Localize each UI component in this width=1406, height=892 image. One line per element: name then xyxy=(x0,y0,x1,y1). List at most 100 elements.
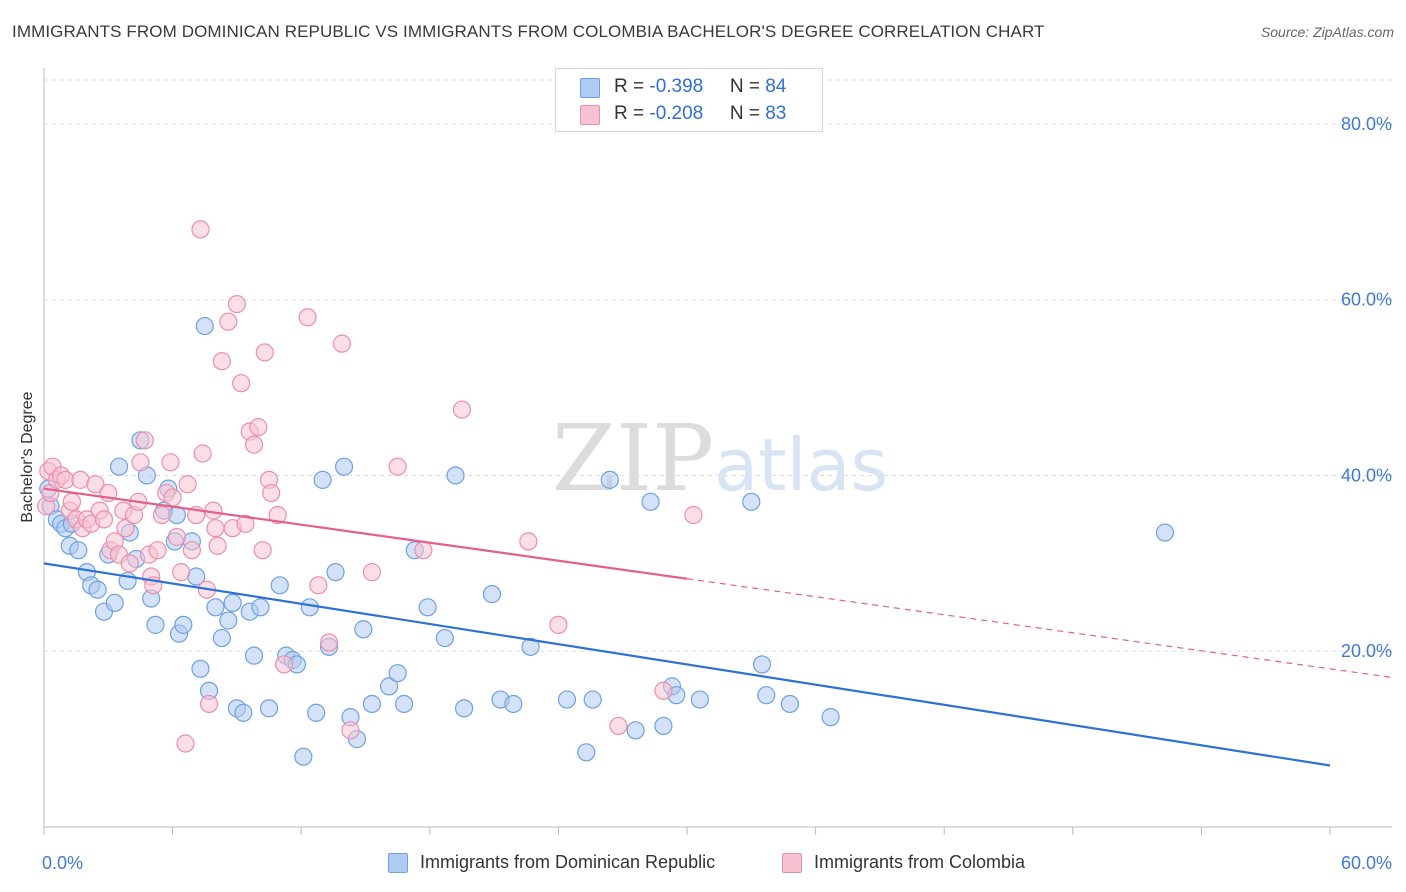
data-point-pink xyxy=(135,431,154,450)
data-point-pink xyxy=(152,505,171,525)
data-point-pink xyxy=(255,343,274,362)
data-point-blue xyxy=(313,470,332,489)
data-point-blue xyxy=(600,470,619,489)
data-point-pink xyxy=(199,694,219,714)
data-point-pink xyxy=(298,308,317,327)
data-point-blue xyxy=(88,580,107,599)
chart-title: IMMIGRANTS FROM DOMINICAN REPUBLIC VS IM… xyxy=(12,22,1045,41)
data-point-blue xyxy=(259,699,279,718)
y-tick-label: 40.0% xyxy=(1341,465,1392,485)
data-point-pink xyxy=(182,541,201,560)
data-point-blue xyxy=(109,457,129,476)
data-point-blue xyxy=(435,628,454,648)
data-point-blue xyxy=(334,457,354,476)
stats-legend: R = -0.398 N = 84 R = -0.208 N = 83 xyxy=(555,68,823,132)
trend-line-extension-pink xyxy=(686,578,1393,679)
data-point-blue xyxy=(690,690,709,709)
legend-n-value: 84 xyxy=(765,76,787,97)
data-point-blue xyxy=(641,492,660,511)
watermark-atlas: atlas xyxy=(714,423,888,507)
data-point-pink xyxy=(319,633,339,652)
data-point-blue xyxy=(482,585,502,604)
data-point-pink xyxy=(206,519,225,538)
data-point-blue xyxy=(191,659,210,678)
data-point-blue xyxy=(654,716,673,736)
data-point-blue xyxy=(521,637,540,656)
data-point-pink xyxy=(212,352,231,371)
data-point-pink xyxy=(208,536,227,555)
data-point-blue xyxy=(583,690,602,709)
data-point-blue xyxy=(326,563,345,582)
series-swatch-blue xyxy=(388,853,408,873)
y-tick-label: 80.0% xyxy=(1341,114,1392,134)
legend-n-label: N = xyxy=(729,76,766,97)
data-point-pink xyxy=(452,400,472,419)
data-point-pink xyxy=(176,734,195,753)
data-point-blue xyxy=(557,690,577,709)
x-tick-label: 60.0% xyxy=(1341,853,1392,873)
data-point-pink xyxy=(172,563,191,582)
data-point-pink xyxy=(268,505,287,525)
data-point-pink xyxy=(86,475,105,494)
source-credit: Source: ZipAtlas.com xyxy=(1260,24,1394,40)
data-point-pink xyxy=(71,470,90,489)
data-point-blue xyxy=(219,611,238,630)
data-point-pink xyxy=(684,505,703,525)
data-point-blue xyxy=(454,699,474,718)
legend-n-value: 83 xyxy=(765,103,787,124)
data-point-pink xyxy=(654,681,673,700)
data-point-pink xyxy=(94,510,114,529)
data-point-pink xyxy=(262,483,281,503)
data-point-pink xyxy=(161,453,180,472)
data-point-blue xyxy=(626,721,645,740)
data-point-pink xyxy=(236,514,255,533)
legend-swatch-blue xyxy=(580,78,600,98)
series-legend-label: Immigrants from Dominican Republic xyxy=(420,852,716,872)
data-point-pink xyxy=(609,716,628,736)
data-point-pink xyxy=(219,312,238,331)
data-point-blue xyxy=(504,694,523,714)
data-point-blue xyxy=(446,466,465,485)
data-point-pink xyxy=(178,475,197,494)
trend-line-pink xyxy=(43,487,688,580)
y-axis-label: Bachelor's Degree xyxy=(19,391,36,523)
series-swatch-pink xyxy=(782,853,802,873)
data-point-blue xyxy=(752,655,772,674)
data-point-blue xyxy=(195,316,214,336)
data-point-pink xyxy=(227,295,246,314)
data-point-blue xyxy=(212,628,231,648)
data-point-pink xyxy=(341,721,360,740)
data-point-blue xyxy=(418,598,437,617)
data-point-pink xyxy=(253,541,272,560)
data-point-blue xyxy=(354,620,373,639)
data-point-blue xyxy=(821,708,840,727)
data-point-pink xyxy=(388,457,407,476)
legend-r-value: -0.398 xyxy=(649,76,704,97)
data-point-blue xyxy=(206,598,225,617)
data-point-blue xyxy=(379,677,399,696)
data-point-pink xyxy=(163,488,182,507)
legend-r-label: R = xyxy=(614,76,650,97)
data-point-pink xyxy=(167,527,186,547)
data-point-blue xyxy=(223,593,242,613)
y-tick-label: 20.0% xyxy=(1341,641,1392,661)
data-point-blue xyxy=(307,703,326,722)
data-point-blue xyxy=(388,664,407,683)
data-point-blue xyxy=(577,743,596,762)
data-point-pink xyxy=(549,615,568,634)
watermark: ZIPatlas xyxy=(552,405,888,512)
data-point-blue xyxy=(234,703,253,722)
data-point-pink xyxy=(116,519,135,538)
data-point-pink xyxy=(193,444,212,463)
data-point-pink xyxy=(148,541,167,560)
data-point-blue xyxy=(780,694,799,714)
data-point-blue xyxy=(251,598,270,617)
data-point-pink xyxy=(249,418,268,437)
trend-line-blue xyxy=(43,562,1331,767)
data-point-blue xyxy=(294,747,313,766)
data-point-pink xyxy=(362,563,382,582)
x-tick-label: 0.0% xyxy=(42,853,83,873)
data-point-pink xyxy=(414,541,433,560)
data-point-blue xyxy=(742,492,761,511)
